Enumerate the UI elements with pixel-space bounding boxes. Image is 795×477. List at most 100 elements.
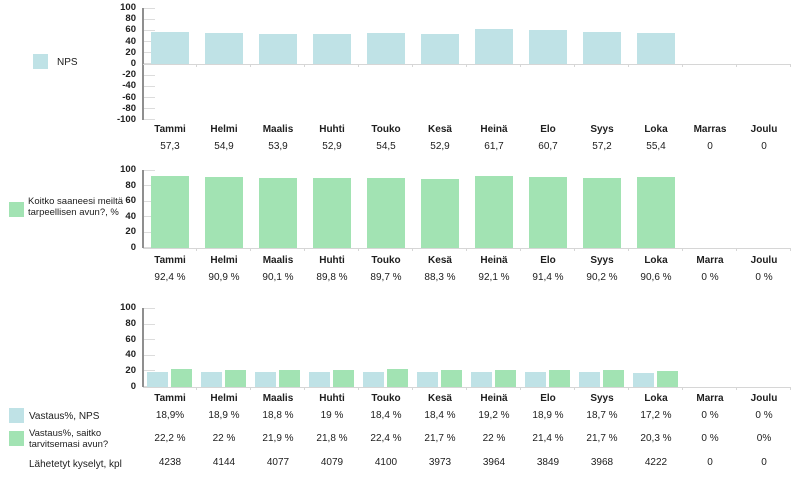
- month-label: Loka: [644, 124, 668, 135]
- y-tick-label: 80: [125, 13, 136, 25]
- month-label: Syys: [590, 255, 614, 266]
- plot-column: [629, 170, 683, 251]
- month-label: Elo: [540, 124, 556, 135]
- help-received-month-row: Tammi Helmi Maalis Huhti Touko Kesä Hein…: [143, 255, 791, 266]
- response-rate-y-axis-labels: 100 80 60 40 20 0: [96, 303, 136, 392]
- response-help-bar: [224, 369, 247, 387]
- month-label: Syys: [590, 393, 614, 404]
- response-help-bar: [386, 369, 409, 387]
- help-received-chart-plot: [143, 170, 791, 251]
- value-label: 0: [707, 457, 713, 468]
- value-label: 90,2 %: [586, 272, 618, 283]
- plot-column: [197, 308, 251, 390]
- y-tick-label: 40: [125, 349, 136, 361]
- y-tick-label: 20: [125, 46, 136, 58]
- help-received-bar: [366, 178, 406, 248]
- value-label: 53,9: [268, 141, 288, 152]
- value-label: 21,8 %: [316, 433, 348, 444]
- y-tick-label: 0: [130, 380, 136, 392]
- value-label: 4238: [158, 457, 182, 468]
- value-label: 18,4 %: [424, 410, 456, 421]
- month-label: Heinä: [480, 255, 508, 266]
- plot-column: [521, 8, 575, 120]
- value-label: 21,9 %: [262, 433, 294, 444]
- value-label: 0 %: [701, 433, 719, 444]
- value-label: 52,9: [322, 141, 342, 152]
- response-help-bar: [602, 369, 625, 387]
- y-tick-label: -40: [122, 80, 136, 92]
- nps-bar: [420, 34, 460, 64]
- sent-surveys-value-row: 4238 4144 4077 4079 4100 3973 3964 3849 …: [143, 457, 791, 468]
- y-tick-label: 60: [125, 333, 136, 345]
- value-label: 90,1 %: [262, 272, 294, 283]
- month-label: Elo: [540, 255, 556, 266]
- value-label: 21,4 %: [532, 433, 564, 444]
- value-label: 61,7: [484, 141, 504, 152]
- help-received-bar: [528, 176, 568, 248]
- value-label: 3973: [428, 457, 452, 468]
- value-label: 0 %: [755, 272, 773, 283]
- plot-column: [197, 170, 251, 251]
- month-label: Joulu: [750, 255, 778, 266]
- month-label: Tammi: [154, 393, 186, 404]
- y-tick-label: 80: [125, 179, 136, 191]
- y-tick-label: -20: [122, 69, 136, 81]
- value-label: 18,4 %: [370, 410, 402, 421]
- value-label: 18,9 %: [532, 410, 564, 421]
- response-nps-bar: [416, 372, 439, 387]
- response-help-bar: [332, 369, 355, 387]
- nps-bar: [582, 31, 622, 64]
- plot-column: [251, 308, 305, 390]
- value-label: 90,9 %: [208, 272, 240, 283]
- response-rate-month-row: Tammi Helmi Maalis Huhti Touko Kesä Hein…: [143, 393, 791, 404]
- plot-column: [197, 8, 251, 120]
- value-label: 89,7 %: [370, 272, 402, 283]
- nps-y-axis-labels: 100 80 60 40 20 0 -20 -40 -60 -80 -100: [96, 3, 136, 125]
- y-tick-label: 60: [125, 24, 136, 36]
- response-help-value-row: 22,2 % 22 % 21,9 % 21,8 % 22,4 % 21,7 % …: [143, 433, 791, 444]
- value-label: 4100: [374, 457, 398, 468]
- value-label: 55,4: [646, 141, 666, 152]
- nps-value-row: 57,3 54,9 53,9 52,9 54,5 52,9 61,7 60,7 …: [143, 141, 791, 152]
- y-tick-label: 100: [120, 2, 136, 13]
- help-received-bar: [420, 179, 460, 248]
- sent-surveys-row-label: Lähetetyt kyselyt, kpl: [29, 459, 122, 470]
- response-nps-bar: [308, 372, 331, 387]
- value-label: 57,3: [160, 141, 180, 152]
- month-label: Kesä: [428, 393, 452, 404]
- month-label: Maalis: [262, 255, 294, 266]
- value-label: 21,7 %: [424, 433, 456, 444]
- help-received-bar: [150, 175, 190, 248]
- month-label: Marra: [696, 255, 724, 266]
- nps-bar: [528, 30, 568, 64]
- response-nps-bar: [200, 372, 223, 387]
- value-label: 18,9 %: [208, 410, 240, 421]
- plot-column: [413, 170, 467, 251]
- plot-column: [521, 308, 575, 390]
- value-label: 0: [761, 457, 767, 468]
- response-rate-chart-plot: [143, 308, 791, 390]
- y-tick-label: 80: [125, 317, 136, 329]
- help-received-bar: [474, 176, 514, 248]
- month-label: Tammi: [154, 124, 186, 135]
- value-label: 0%: [756, 433, 772, 444]
- plot-column: [359, 308, 413, 390]
- y-tick-label: -100: [116, 113, 136, 125]
- y-tick-label: -80: [122, 102, 136, 114]
- value-label: 52,9: [430, 141, 450, 152]
- value-label: 0 %: [701, 272, 719, 283]
- response-help-bar: [494, 369, 517, 387]
- plot-column: [737, 170, 791, 251]
- nps-bar: [636, 32, 676, 64]
- response-help-legend-label: Vastaus%, saitko tarvitsemasi avun?: [29, 428, 109, 450]
- nps-bar: [204, 33, 244, 64]
- value-label: 57,2: [592, 141, 612, 152]
- month-label: Huhti: [319, 255, 345, 266]
- plot-column: [575, 8, 629, 120]
- response-help-bar: [656, 370, 679, 387]
- nps-bar: [312, 34, 352, 64]
- nps-zero-baseline: [143, 64, 791, 65]
- plot-column: [359, 170, 413, 251]
- y-tick-label: 100: [120, 302, 136, 313]
- month-label: Loka: [644, 255, 668, 266]
